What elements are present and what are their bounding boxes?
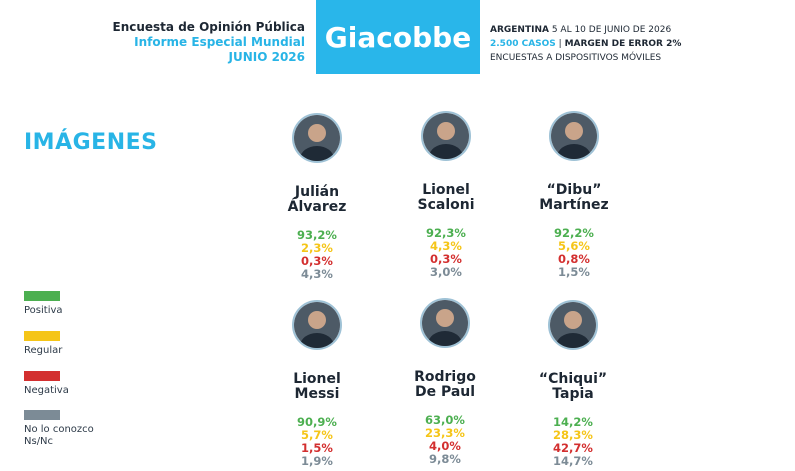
value-positiva: 90,9% <box>297 415 337 429</box>
person-silhouette-icon <box>423 113 469 159</box>
legend-item-negativa: Negativa <box>24 371 69 397</box>
value-regular: 23,3% <box>425 426 465 440</box>
survey-title: Encuesta de Opinión Pública <box>112 20 306 34</box>
value-regular: 5,6% <box>558 239 590 253</box>
cases-label: 2.500 CASOS <box>490 39 556 49</box>
person-name-line1: “Chiqui” <box>538 371 608 387</box>
legend-item-regular: Regular <box>24 331 62 357</box>
legend-item-positiva: Positiva <box>24 291 63 317</box>
person-photo-icon <box>549 111 599 161</box>
person-name-line2: Álvarez <box>287 199 347 215</box>
value-positiva: 63,0% <box>425 413 465 427</box>
value-no-conozco: 14,7% <box>553 454 593 468</box>
person-name: Julián Álvarez <box>257 185 377 215</box>
person-card: Lionel Scaloni 92,3% 4,3% 0,3% 3,0% <box>386 111 506 279</box>
person-name: “Dibu” Martínez <box>514 183 634 213</box>
person-silhouette-icon <box>422 300 468 346</box>
value-negativa: 42,7% <box>553 441 593 455</box>
value-negativa: 0,3% <box>430 252 462 266</box>
person-values: 14,2% 28,3% 42,7% 14,7% <box>513 416 633 468</box>
legend-item-no-conozco: No lo conozco Ns/Nc <box>24 410 94 448</box>
person-values: 92,2% 5,6% 0,8% 1,5% <box>514 227 634 279</box>
value-positiva: 93,2% <box>297 228 337 242</box>
section-title: IMÁGENES <box>24 130 158 155</box>
person-silhouette-icon <box>551 113 597 159</box>
survey-date: JUNIO 2026 <box>228 50 306 64</box>
legend-swatch <box>24 291 60 301</box>
value-no-conozco: 3,0% <box>430 265 462 279</box>
value-negativa: 0,3% <box>301 254 333 268</box>
survey-header: Encuesta de Opinión Pública Informe Espe… <box>60 20 306 65</box>
margin-label: MARGEN DE ERROR 2% <box>564 39 682 49</box>
person-values: 90,9% 5,7% 1,5% 1,9% <box>257 416 377 468</box>
person-card: “Dibu” Martínez 92,2% 5,6% 0,8% 1,5% <box>514 111 634 279</box>
person-photo-icon <box>292 113 342 163</box>
legend-label: No lo conozco Ns/Nc <box>24 424 94 447</box>
person-photo-icon <box>548 300 598 350</box>
person-name: Lionel Scaloni <box>386 183 506 213</box>
person-name-line1: Rodrigo <box>414 369 476 385</box>
person-photo-icon <box>421 111 471 161</box>
legend-swatch <box>24 410 60 420</box>
legend-swatch <box>24 371 60 381</box>
value-regular: 4,3% <box>430 239 462 253</box>
legend-label: Negativa <box>24 385 69 396</box>
person-name-line2: Scaloni <box>417 197 475 213</box>
value-regular: 2,3% <box>301 241 333 255</box>
person-silhouette-icon <box>294 115 340 161</box>
legend-label: Regular <box>24 345 63 356</box>
person-name-line2: Martínez <box>539 197 609 213</box>
value-negativa: 0,8% <box>558 252 590 266</box>
value-no-conozco: 4,3% <box>301 267 333 281</box>
person-name-line1: “Dibu” <box>546 182 602 198</box>
person-values: 63,0% 23,3% 4,0% 9,8% <box>385 414 505 466</box>
person-name-line2: De Paul <box>414 384 476 400</box>
person-name-line1: Julián <box>294 184 340 200</box>
person-name-line1: Lionel <box>422 182 470 198</box>
value-no-conozco: 1,5% <box>558 265 590 279</box>
person-name: Lionel Messi <box>257 372 377 402</box>
value-regular: 5,7% <box>301 428 333 442</box>
person-card: Rodrigo De Paul 63,0% 23,3% 4,0% 9,8% <box>385 298 505 466</box>
person-photo-icon <box>292 300 342 350</box>
person-photo-icon <box>420 298 470 348</box>
value-positiva: 14,2% <box>553 415 593 429</box>
value-negativa: 1,5% <box>301 441 333 455</box>
survey-details: ARGENTINA 5 AL 10 DE JUNIO DE 2026 2.500… <box>490 25 682 63</box>
method-label: ENCUESTAS A DISPOSITIVOS MÓVILES <box>490 53 662 63</box>
legend-label: Positiva <box>24 305 63 316</box>
person-values: 93,2% 2,3% 0,3% 4,3% <box>257 229 377 281</box>
survey-dates: 5 AL 10 DE JUNIO DE 2026 <box>551 25 672 35</box>
person-card: “Chiqui” Tapia 14,2% 28,3% 42,7% 14,7% <box>513 300 633 468</box>
person-silhouette-icon <box>550 302 596 348</box>
brand-logo: Giacobbe <box>316 0 480 74</box>
legend-swatch <box>24 331 60 341</box>
person-card: Julián Álvarez 93,2% 2,3% 0,3% 4,3% <box>257 113 377 281</box>
person-card: Lionel Messi 90,9% 5,7% 1,5% 1,9% <box>257 300 377 468</box>
person-name-line2: Messi <box>294 386 340 402</box>
person-silhouette-icon <box>294 302 340 348</box>
value-negativa: 4,0% <box>429 439 461 453</box>
survey-subtitle: Informe Especial Mundial <box>134 35 305 49</box>
person-name-line2: Tapia <box>552 386 594 402</box>
value-regular: 28,3% <box>553 428 593 442</box>
value-positiva: 92,2% <box>554 226 594 240</box>
value-no-conozco: 1,9% <box>301 454 333 468</box>
person-name: Rodrigo De Paul <box>385 370 505 400</box>
country-label: ARGENTINA <box>490 25 549 35</box>
person-name: “Chiqui” Tapia <box>513 372 633 402</box>
person-name-line1: Lionel <box>293 371 341 387</box>
value-no-conozco: 9,8% <box>429 452 461 466</box>
value-positiva: 92,3% <box>426 226 466 240</box>
person-values: 92,3% 4,3% 0,3% 3,0% <box>386 227 506 279</box>
